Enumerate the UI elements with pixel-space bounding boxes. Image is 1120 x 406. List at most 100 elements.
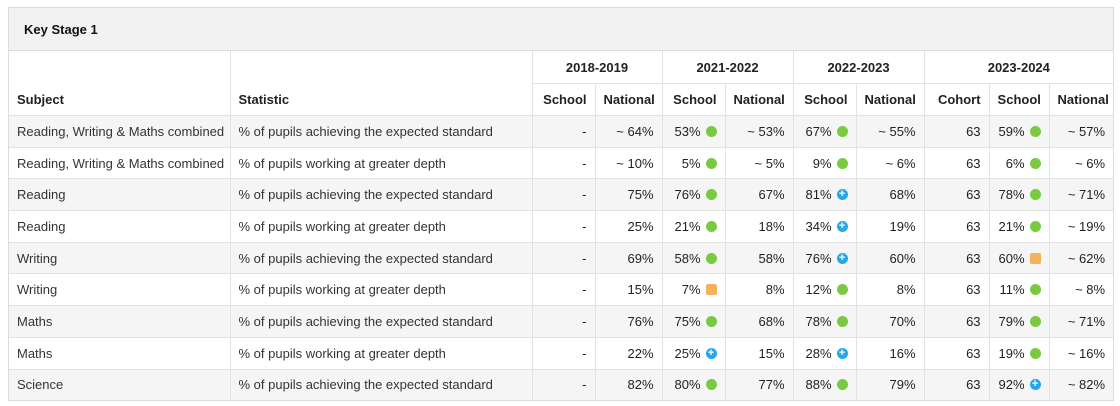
subject-cell: Reading: [9, 178, 231, 212]
in-line-circle-icon: [705, 252, 717, 264]
in-line-circle-icon: [705, 379, 717, 391]
school-value: 6%: [1005, 155, 1025, 171]
column-header-national: National: [856, 83, 925, 116]
national-2021-2022-cell: 77%: [725, 369, 794, 401]
statistic-cell: % of pupils working at greater depth: [230, 273, 533, 307]
school-2021-2022-cell: 53%: [662, 115, 726, 148]
in-line-circle-icon: [1029, 220, 1041, 232]
year-header: 2021-2022: [662, 51, 794, 84]
column-header-national: National: [1049, 83, 1114, 116]
school-value: 79%: [998, 313, 1025, 329]
school-2018-2019-cell: -: [532, 178, 596, 212]
school-2021-2022-cell: 21%: [662, 210, 726, 243]
school-2018-2019-cell: -: [532, 337, 596, 370]
in-line-circle-icon: [836, 125, 848, 137]
school-2023-2024-cell: 79%: [989, 305, 1050, 338]
subject-header: Subject: [9, 51, 231, 116]
school-2018-2019-cell: -: [532, 305, 596, 338]
column-header-school: School: [532, 83, 596, 116]
school-value: 19%: [998, 345, 1025, 361]
statistic-cell: % of pupils achieving the expected stand…: [230, 242, 533, 275]
national-2023-2024-cell: ~ 6%: [1049, 147, 1114, 180]
school-2022-2023-cell: 12%: [793, 273, 857, 307]
cohort-2023-2024-cell: 63: [924, 273, 990, 307]
school-value: 75%: [674, 313, 701, 329]
in-line-circle-icon: [836, 284, 848, 296]
national-2022-2023-cell: 79%: [856, 369, 925, 401]
school-2022-2023-cell: 34%: [793, 210, 857, 243]
statistic-cell: % of pupils working at greater depth: [230, 337, 533, 370]
school-2022-2023-cell: 88%: [793, 369, 857, 401]
cohort-2023-2024-cell: 63: [924, 115, 990, 148]
national-2018-2019-cell: ~ 10%: [595, 147, 663, 180]
in-line-circle-icon: [705, 157, 717, 169]
in-line-circle-icon: [1029, 125, 1041, 137]
school-value: 58%: [674, 250, 701, 266]
subject-cell: Reading, Writing & Maths combined: [9, 115, 231, 148]
year-header: 2022-2023: [793, 51, 925, 84]
national-2018-2019-cell: ~ 64%: [595, 115, 663, 148]
statistic-cell: % of pupils achieving the expected stand…: [230, 178, 533, 212]
national-2021-2022-cell: 68%: [725, 305, 794, 338]
school-value: 21%: [674, 218, 701, 234]
above-national-plus-icon: [836, 345, 848, 361]
school-value: 12%: [805, 282, 832, 298]
school-2018-2019-cell: -: [532, 273, 596, 307]
in-line-circle-icon: [705, 315, 717, 327]
cohort-2023-2024-cell: 63: [924, 305, 990, 338]
national-2021-2022-cell: 8%: [725, 273, 794, 307]
national-2022-2023-cell: 70%: [856, 305, 925, 338]
in-line-circle-icon: [836, 157, 848, 169]
school-2021-2022-cell: 76%: [662, 178, 726, 212]
school-2021-2022-cell: 7%: [662, 273, 726, 307]
school-value: 5%: [681, 155, 701, 171]
school-value: 25%: [674, 345, 701, 361]
statistic-header: Statistic: [230, 51, 533, 116]
school-value: 11%: [999, 282, 1025, 298]
school-2022-2023-cell: 28%: [793, 337, 857, 370]
national-2022-2023-cell: 60%: [856, 242, 925, 275]
cohort-2023-2024-cell: 63: [924, 210, 990, 243]
school-value: 67%: [805, 123, 832, 139]
statistic-cell: % of pupils working at greater depth: [230, 210, 533, 243]
school-value: 59%: [998, 123, 1025, 139]
school-value: 28%: [805, 345, 832, 361]
statistic-cell: % of pupils achieving the expected stand…: [230, 369, 533, 401]
school-2023-2024-cell: 11%: [989, 273, 1050, 307]
national-2021-2022-cell: 58%: [725, 242, 794, 275]
in-line-circle-icon: [705, 220, 717, 232]
results-table: Subject Statistic 2018-2019 2021-2022 20…: [9, 51, 1114, 401]
statistic-cell: % of pupils achieving the expected stand…: [230, 115, 533, 148]
national-2018-2019-cell: 82%: [595, 369, 663, 401]
school-2023-2024-cell: 21%: [989, 210, 1050, 243]
school-2022-2023-cell: 9%: [793, 147, 857, 180]
national-2018-2019-cell: 15%: [595, 273, 663, 307]
school-2022-2023-cell: 76%: [793, 242, 857, 275]
above-national-plus-icon: [705, 345, 717, 361]
school-value: 21%: [998, 218, 1025, 234]
subject-cell: Writing: [9, 242, 231, 275]
school-2021-2022-cell: 58%: [662, 242, 726, 275]
national-2023-2024-cell: ~ 62%: [1049, 242, 1114, 275]
school-2018-2019-cell: -: [532, 210, 596, 243]
national-2021-2022-cell: 15%: [725, 337, 794, 370]
subject-cell: Reading: [9, 210, 231, 243]
school-2023-2024-cell: 92%: [989, 369, 1050, 401]
school-2023-2024-cell: 6%: [989, 147, 1050, 180]
national-2022-2023-cell: 16%: [856, 337, 925, 370]
column-header-cohort: Cohort: [924, 83, 990, 116]
school-2022-2023-cell: 67%: [793, 115, 857, 148]
cohort-2023-2024-cell: 63: [924, 369, 990, 401]
national-2021-2022-cell: 67%: [725, 178, 794, 212]
national-2023-2024-cell: ~ 16%: [1049, 337, 1114, 370]
national-2021-2022-cell: ~ 53%: [725, 115, 794, 148]
above-national-plus-icon: [836, 186, 848, 202]
national-2023-2024-cell: ~ 82%: [1049, 369, 1114, 401]
statistic-cell: % of pupils working at greater depth: [230, 147, 533, 180]
subject-cell: Science: [9, 369, 231, 401]
national-2023-2024-cell: ~ 71%: [1049, 305, 1114, 338]
school-value: 53%: [674, 123, 701, 139]
column-header-school: School: [793, 83, 857, 116]
school-value: 9%: [812, 155, 832, 171]
school-2018-2019-cell: -: [532, 369, 596, 401]
